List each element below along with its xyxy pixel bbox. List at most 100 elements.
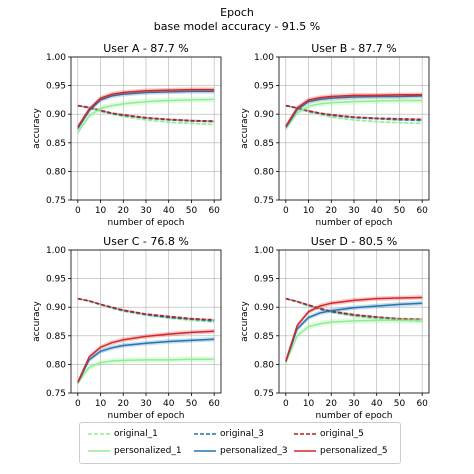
y-tick-label: 0.95 xyxy=(46,82,66,92)
subplot-2: 0 10 20 30 40 50 60 0.75 0.80 0.85 0.90 0.95 1.00 Use… xyxy=(240,42,430,228)
series-line-personalized_3 xyxy=(285,95,423,128)
x-tick-label: 40 xyxy=(371,399,383,409)
legend-label: personalized_3 xyxy=(220,446,288,456)
y-tick-label: 0.75 xyxy=(254,196,274,206)
band-original_1 xyxy=(77,104,215,126)
series-line-original_5 xyxy=(77,104,215,122)
y-tick-label: 0.95 xyxy=(46,275,66,285)
y-tick-label: 0.85 xyxy=(46,332,66,342)
x-tick-label: 20 xyxy=(118,206,130,216)
band-personalized_1 xyxy=(285,97,423,132)
x-tick-label: 20 xyxy=(326,399,338,409)
x-tick-label: 60 xyxy=(208,399,220,409)
figure-subtitle: base model accuracy - 91.5 % xyxy=(153,20,321,33)
y-tick-label: 0.75 xyxy=(46,196,66,206)
series-line-personalized_5 xyxy=(77,88,215,128)
legend-swatch-solid xyxy=(294,450,316,452)
legend-label: original_3 xyxy=(220,429,264,439)
x-tick-label: 60 xyxy=(208,206,220,216)
x-tick-label: 0 xyxy=(75,206,81,216)
subplot-title: User A - 87.7 % xyxy=(103,42,189,55)
legend-swatch-solid xyxy=(194,450,216,452)
subplot-title: User D - 80.5 % xyxy=(311,235,397,248)
x-tick-label: 50 xyxy=(186,206,198,216)
y-tick-label: 0.75 xyxy=(254,389,274,399)
x-tick-label: 60 xyxy=(416,399,428,409)
x-tick-label: 50 xyxy=(186,399,198,409)
band-personalized_1 xyxy=(77,356,215,386)
x-axis-label: number of epoch xyxy=(108,411,185,421)
y-tick-label: 1.00 xyxy=(46,53,66,63)
series-line-personalized_1 xyxy=(285,99,423,129)
y-tick-label: 0.90 xyxy=(46,110,66,120)
y-tick-label: 0.90 xyxy=(254,110,274,120)
y-tick-label: 1.00 xyxy=(254,246,274,256)
band-personalized_5 xyxy=(77,87,215,130)
series-line-personalized_5 xyxy=(285,94,423,127)
legend-label: personalized_5 xyxy=(320,446,388,456)
x-tick-label: 10 xyxy=(303,206,315,216)
y-tick-label: 1.00 xyxy=(254,53,274,63)
y-tick-label: 0.85 xyxy=(46,139,66,149)
y-tick-label: 0.85 xyxy=(254,139,274,149)
x-axis-label: number of epoch xyxy=(316,218,393,228)
x-tick-label: 30 xyxy=(348,206,360,216)
legend: original_1 personalized_1 original_3 per… xyxy=(79,422,401,464)
subplot-title: User B - 87.7 % xyxy=(311,42,397,55)
band-original_1 xyxy=(77,297,215,324)
series-line-personalized_5 xyxy=(285,296,423,362)
series-line-personalized_1 xyxy=(77,358,215,384)
subplot-3: 0 10 20 30 40 50 60 0.75 0.80 0.85 0.90 0.95 1.00 Use… xyxy=(32,235,222,421)
x-tick-label: 0 xyxy=(75,399,81,409)
series-line-original_5 xyxy=(285,297,423,320)
band-personalized_3 xyxy=(77,336,215,385)
y-tick-label: 0.95 xyxy=(254,82,274,92)
series-line-personalized_3 xyxy=(285,302,423,362)
y-axis-label: accuracy xyxy=(32,108,42,149)
x-tick-label: 40 xyxy=(163,399,175,409)
series-line-personalized_3 xyxy=(77,338,215,384)
subplot-1: 0 10 20 30 40 50 60 0.75 0.80 0.85 0.90 0.95 1.00 Use… xyxy=(32,42,222,228)
legend-label: personalized_1 xyxy=(114,446,182,456)
y-tick-label: 0.90 xyxy=(254,303,274,313)
figure-title: Epoch xyxy=(220,6,254,19)
legend-swatch-dashed xyxy=(294,433,316,435)
y-tick-label: 0.75 xyxy=(46,389,66,399)
subplot-4: 0 10 20 30 40 50 60 0.75 0.80 0.85 0.90 0.95 1.00 Use… xyxy=(240,235,430,421)
band-original_3 xyxy=(285,297,423,322)
y-tick-label: 0.85 xyxy=(254,332,274,342)
x-tick-label: 20 xyxy=(326,206,338,216)
legend-swatch-solid xyxy=(88,450,110,452)
x-tick-label: 10 xyxy=(303,399,315,409)
x-tick-label: 30 xyxy=(348,399,360,409)
band-personalized_1 xyxy=(285,317,423,366)
x-tick-label: 50 xyxy=(394,206,406,216)
legend-swatch-dashed xyxy=(88,433,110,435)
x-tick-label: 50 xyxy=(394,399,406,409)
series-line-personalized_3 xyxy=(77,90,215,129)
x-axis-label: number of epoch xyxy=(316,411,393,421)
y-tick-label: 0.80 xyxy=(46,360,66,370)
x-tick-label: 60 xyxy=(416,206,428,216)
y-tick-label: 0.80 xyxy=(254,360,274,370)
legend-label: original_5 xyxy=(320,429,364,439)
legend-label: original_1 xyxy=(114,429,158,439)
x-tick-label: 40 xyxy=(371,206,383,216)
x-tick-label: 30 xyxy=(140,399,152,409)
legend-swatch-dashed xyxy=(194,433,216,435)
x-axis-label: number of epoch xyxy=(108,218,185,228)
band-personalized_3 xyxy=(77,89,215,131)
x-tick-label: 0 xyxy=(283,399,289,409)
band-personalized_5 xyxy=(285,92,423,129)
subplot-title: User C - 76.8 % xyxy=(103,235,189,248)
band-original_3 xyxy=(77,297,215,322)
x-tick-label: 10 xyxy=(95,206,107,216)
y-tick-label: 0.80 xyxy=(254,167,274,177)
y-axis-label: accuracy xyxy=(240,108,250,149)
series-line-original_5 xyxy=(77,297,215,321)
y-tick-label: 1.00 xyxy=(46,246,66,256)
band-original_5 xyxy=(77,297,215,321)
series-line-personalized_1 xyxy=(285,319,423,363)
y-tick-label: 0.80 xyxy=(46,167,66,177)
